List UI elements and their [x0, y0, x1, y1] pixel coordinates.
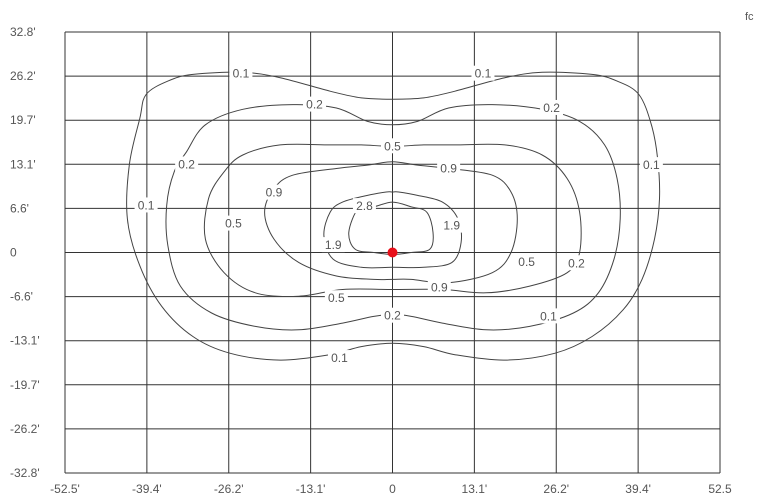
- contour-label-background: [381, 307, 404, 323]
- x-tick-label: 52.5: [708, 482, 732, 496]
- y-tick-label: 13.1': [10, 157, 36, 171]
- contour-label-background: [639, 157, 663, 173]
- contour-label-background: [262, 184, 286, 200]
- x-tick-label: -39.4': [132, 482, 162, 496]
- contour-label-background: [175, 156, 199, 172]
- x-tick-label: 39.4': [625, 482, 651, 496]
- contour-label-background: [381, 138, 404, 154]
- contour-label: 0.5: [384, 139, 401, 153]
- y-tick-label: 26.2': [10, 69, 36, 83]
- y-tick-label: -32.8': [10, 466, 40, 480]
- grid: [64, 31, 721, 474]
- contour-label-background: [327, 350, 351, 366]
- contour-line-0-2: [165, 104, 621, 331]
- contour-label: 0.1: [233, 67, 250, 81]
- contour-label-background: [536, 308, 560, 324]
- contour-label: 0.9: [266, 186, 283, 200]
- contour-label: 0.2: [543, 101, 560, 115]
- contour-label-background: [427, 279, 451, 295]
- contour-label-background: [324, 290, 348, 306]
- y-tick-label: -26.2': [10, 422, 40, 436]
- contour-label-background: [134, 197, 158, 213]
- x-tick-label: -26.2': [214, 482, 244, 496]
- contour-label: 0.5: [518, 255, 535, 269]
- x-tick-label: -52.5': [50, 482, 80, 496]
- contour-label: 0.1: [331, 351, 348, 365]
- y-tick-label: -19.7': [10, 378, 40, 392]
- contour-label-background: [440, 217, 464, 233]
- y-tick-label: -6.6': [10, 290, 33, 304]
- contour-label: 0.9: [431, 280, 448, 294]
- contour-line-2-8: [348, 201, 434, 256]
- contour-label: 0.2: [568, 256, 585, 270]
- contour-label: 0.1: [643, 158, 660, 172]
- contour-label-background: [221, 215, 245, 231]
- contour-label: 1.9: [443, 219, 460, 233]
- contour-label: 1.9: [325, 238, 342, 252]
- contour-label: 0.2: [178, 157, 195, 171]
- x-tick-label: 13.1': [462, 482, 488, 496]
- x-tick-label: -13.1': [296, 482, 326, 496]
- y-tick-label: 6.6': [10, 201, 29, 215]
- contour-label-background: [565, 255, 589, 271]
- contour-line-0-9: [264, 161, 518, 284]
- contour-label: 0.5: [328, 291, 345, 305]
- y-tick-label: 32.8': [10, 25, 36, 39]
- contour-label: 0.1: [475, 67, 492, 81]
- contour-label-background: [515, 253, 539, 269]
- y-tick-label: 19.7': [10, 113, 36, 127]
- contour-labels: 0.1 0.1 0.1 0.1 0.1 0.1 0.2 0.2 0.2 0.2 0.2 0.5 0.5 0…: [134, 65, 663, 366]
- contour-label: 2.8: [356, 199, 373, 213]
- contour-label: 0.9: [440, 161, 457, 175]
- contour-label: 0.2: [306, 98, 323, 112]
- contour-label: 0.5: [225, 217, 242, 231]
- y-tick-label: 0: [10, 246, 17, 260]
- contour-line-0-1: [126, 71, 661, 361]
- y-tick-label: -13.1': [10, 334, 40, 348]
- luminaire-position-marker: [387, 247, 398, 258]
- contour-label-background: [303, 96, 327, 112]
- contour-label-background: [352, 198, 376, 214]
- contour-label-background: [321, 237, 345, 253]
- contour-label: 0.1: [540, 309, 557, 323]
- contour-label-background: [229, 65, 253, 81]
- unit-label: fc: [745, 11, 754, 23]
- contour-label-background: [471, 65, 495, 81]
- contour-line-0-5: [203, 143, 582, 297]
- contour-label-background: [540, 99, 564, 115]
- contour-label: 0.1: [138, 198, 155, 212]
- axis-ticks: -52.5' -39.4' -26.2' -13.1' 0 13.1' 26.2' 39.4'…: [10, 25, 732, 496]
- contour-label-background: [437, 160, 461, 176]
- x-tick-label: 0: [389, 482, 396, 496]
- x-tick-label: 26.2': [543, 482, 569, 496]
- contour-label: 0.2: [384, 309, 401, 323]
